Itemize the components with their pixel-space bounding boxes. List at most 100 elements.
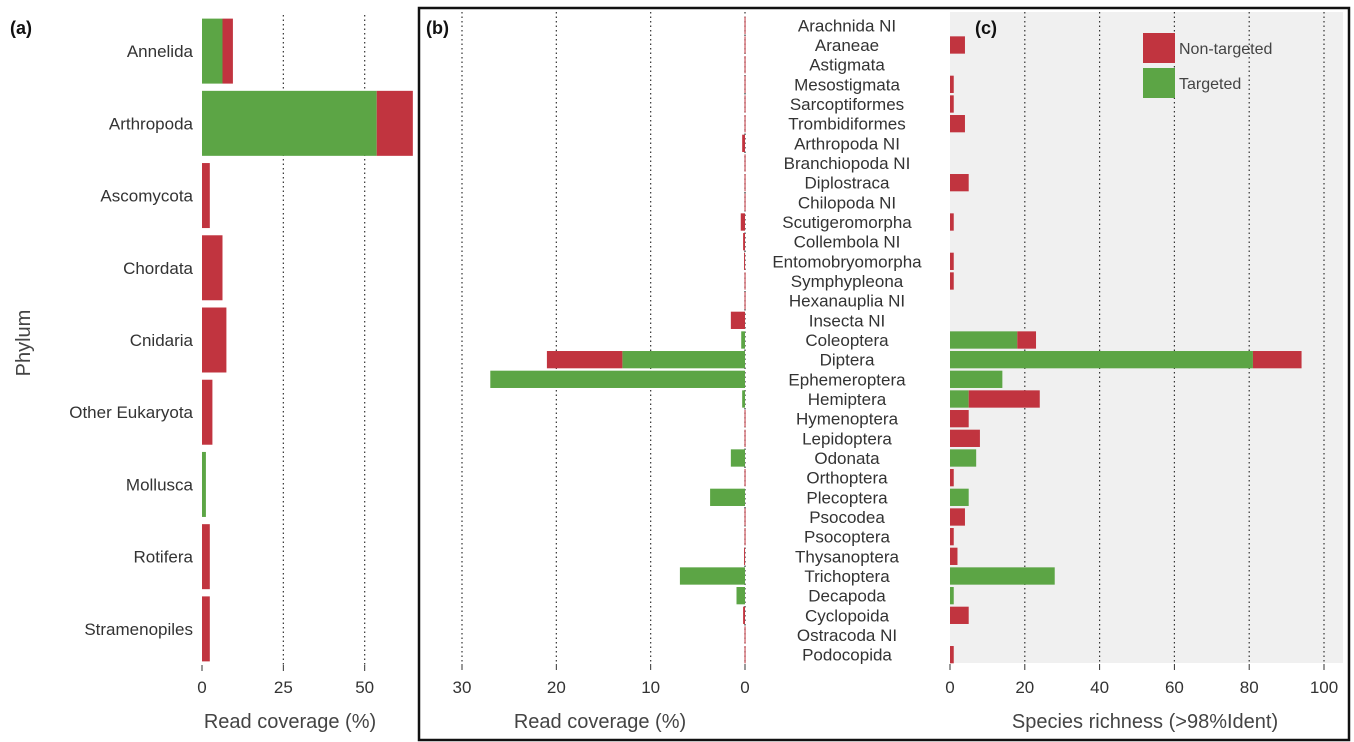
panel-a-y-axis-title: Phylum bbox=[13, 310, 35, 377]
bar-c-scutigeromorpha-non-targeted bbox=[950, 213, 954, 231]
tick-label-b-10: 10 bbox=[641, 678, 660, 697]
category-label-chilopoda-ni: Chilopoda NI bbox=[798, 193, 896, 212]
category-label-podocopida: Podocopida bbox=[802, 646, 892, 665]
category-label-a-stramenopiles: Stramenopiles bbox=[84, 620, 193, 639]
tick-label-c-40: 40 bbox=[1090, 678, 1109, 697]
panel-a-label: (a) bbox=[10, 18, 32, 38]
category-label-plecoptera: Plecoptera bbox=[806, 488, 888, 507]
bar-b-diptera-targeted bbox=[622, 351, 745, 369]
panel-c: (c) 0 20 40 60 80 100 Species richness (>98%I… bbox=[945, 12, 1338, 733]
bar-b-cyclopoida-non-targeted bbox=[743, 606, 745, 624]
bar-c-decapoda-targeted bbox=[950, 587, 954, 605]
bar-b-decapoda-targeted bbox=[736, 587, 745, 605]
bar-b-sarcoptiformes-non-targeted bbox=[744, 95, 746, 113]
category-label-orthoptera: Orthoptera bbox=[806, 469, 888, 488]
bar-c-coleoptera-non-targeted bbox=[1017, 331, 1037, 349]
tick-label-b-0: 0 bbox=[740, 678, 749, 697]
bar-b-entomobryomorpha-non-targeted bbox=[744, 252, 746, 270]
category-label-hymenoptera: Hymenoptera bbox=[796, 410, 899, 429]
bar-b-podocopida-non-targeted bbox=[744, 646, 746, 664]
category-label-a-ascomycota: Ascomycota bbox=[100, 187, 193, 206]
bar-b-plecoptera-targeted bbox=[710, 488, 745, 506]
category-label-a-arthropoda: Arthropoda bbox=[109, 114, 194, 133]
tick-label-a-50: 50 bbox=[355, 678, 374, 697]
panel-c-x-ticks: 0 20 40 60 80 100 bbox=[945, 664, 1338, 697]
category-label-araneae: Araneae bbox=[815, 36, 879, 55]
bar-b-arthropoda-ni-non-targeted bbox=[742, 134, 745, 152]
bar-c-diptera-non-targeted bbox=[1252, 351, 1302, 369]
bar-b-orthoptera-non-targeted bbox=[744, 469, 746, 487]
bar-c-psocoptera-non-targeted bbox=[950, 528, 954, 546]
bar-a-chordata-non-targeted bbox=[202, 235, 223, 301]
category-label-entomobryomorpha: Entomobryomorpha bbox=[772, 252, 922, 271]
bar-c-psocodea-non-targeted bbox=[950, 508, 965, 526]
bar-b-diptera-non-targeted bbox=[546, 351, 623, 369]
tick-label-b-20: 20 bbox=[547, 678, 566, 697]
category-label-odonata: Odonata bbox=[814, 449, 880, 468]
category-label-ostracoda-ni: Ostracoda NI bbox=[797, 626, 897, 645]
category-label-collembola-ni: Collembola NI bbox=[794, 233, 901, 252]
bar-a-stramenopiles-non-targeted bbox=[202, 596, 210, 662]
category-label-a-annelida: Annelida bbox=[127, 42, 194, 61]
category-label-arachnida-ni: Arachnida NI bbox=[798, 16, 896, 35]
bar-a-cnidaria-non-targeted bbox=[202, 307, 227, 373]
legend: Non-targeted Targeted bbox=[1143, 33, 1272, 98]
bar-c-sarcoptiformes-non-targeted bbox=[950, 95, 954, 113]
panel-a-bars bbox=[202, 18, 413, 662]
bar-a-ascomycota-non-targeted bbox=[202, 163, 210, 229]
legend-swatch-targeted bbox=[1143, 68, 1175, 98]
category-label-a-rotifera: Rotifera bbox=[133, 548, 193, 567]
category-label-scutigeromorpha: Scutigeromorpha bbox=[782, 213, 912, 232]
bar-a-rotifera-non-targeted bbox=[202, 524, 210, 590]
bar-c-araneae-non-targeted bbox=[950, 36, 965, 54]
bar-b-arachnida-ni-non-targeted bbox=[744, 16, 746, 34]
order-category-labels: Arachnida NIAraneaeAstigmataMesostigmata… bbox=[772, 16, 922, 664]
bar-c-hemiptera-non-targeted bbox=[968, 390, 1040, 408]
bar-c-lepidoptera-non-targeted bbox=[950, 429, 980, 447]
category-label-diplostraca: Diplostraca bbox=[804, 174, 890, 193]
bar-b-ephemeroptera-targeted bbox=[490, 370, 745, 388]
tick-label-a-0: 0 bbox=[197, 678, 206, 697]
category-label-a-other-eukaryota: Other Eukaryota bbox=[69, 403, 193, 422]
bar-b-trichoptera-targeted bbox=[679, 567, 745, 585]
bar-b-trombidiformes-non-targeted bbox=[744, 115, 746, 133]
bar-b-hexanauplia-ni-non-targeted bbox=[744, 292, 746, 310]
category-label-ephemeroptera: Ephemeroptera bbox=[788, 370, 906, 389]
panel-a-category-labels: Annelida Arthropoda Ascomycota Chordata Cnid… bbox=[69, 42, 193, 639]
panel-b-x-ticks: 30 20 10 0 bbox=[453, 664, 750, 697]
bar-b-coleoptera-targeted bbox=[741, 331, 745, 349]
bar-a-arthropoda-targeted bbox=[202, 90, 377, 156]
category-label-hemiptera: Hemiptera bbox=[808, 390, 887, 409]
bar-b-collembola-ni-non-targeted bbox=[743, 233, 745, 251]
bar-c-podocopida-non-targeted bbox=[950, 646, 954, 664]
panel-b: (b) 30 20 10 0 Read coverage (%) bbox=[426, 12, 750, 733]
legend-swatch-non-targeted bbox=[1143, 33, 1175, 63]
category-label-arthropoda-ni: Arthropoda NI bbox=[794, 134, 900, 153]
bar-b-chilopoda-ni-non-targeted bbox=[744, 193, 746, 211]
category-label-cyclopoida: Cyclopoida bbox=[805, 606, 890, 625]
tick-label-c-0: 0 bbox=[945, 678, 954, 697]
bar-c-plecoptera-targeted bbox=[950, 488, 969, 506]
category-label-diptera: Diptera bbox=[820, 351, 875, 370]
bar-c-cyclopoida-non-targeted bbox=[950, 606, 969, 624]
category-label-decapoda: Decapoda bbox=[808, 587, 886, 606]
tick-label-c-100: 100 bbox=[1310, 678, 1338, 697]
bar-c-trombidiformes-non-targeted bbox=[950, 115, 965, 133]
category-label-mesostigmata: Mesostigmata bbox=[794, 75, 900, 94]
bar-a-other-eukaryota-non-targeted bbox=[202, 379, 213, 445]
bar-c-diplostraca-non-targeted bbox=[950, 174, 969, 192]
panel-b-label: (b) bbox=[426, 18, 449, 38]
category-label-symphypleona: Symphypleona bbox=[791, 272, 904, 291]
bar-b-ostracoda-ni-non-targeted bbox=[744, 626, 746, 644]
bar-c-trichoptera-targeted bbox=[950, 567, 1055, 585]
bar-c-ephemeroptera-targeted bbox=[950, 370, 1003, 388]
category-label-coleoptera: Coleoptera bbox=[805, 331, 889, 350]
bar-b-lepidoptera-non-targeted bbox=[744, 429, 746, 447]
bar-a-arthropoda-non-targeted bbox=[376, 90, 413, 156]
category-label-trombidiformes: Trombidiformes bbox=[788, 115, 905, 134]
panel-b-x-axis-title: Read coverage (%) bbox=[514, 711, 686, 733]
category-label-a-mollusca: Mollusca bbox=[126, 475, 194, 494]
category-label-trichoptera: Trichoptera bbox=[804, 567, 890, 586]
bar-c-entomobryomorpha-non-targeted bbox=[950, 252, 954, 270]
